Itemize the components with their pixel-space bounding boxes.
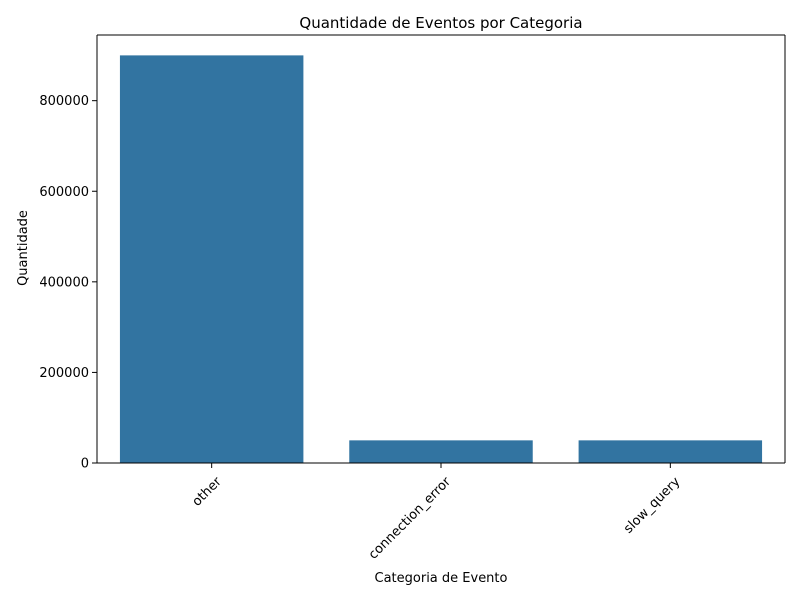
- x-axis-label: Categoria de Evento: [375, 571, 508, 586]
- plot-area: 0 200000 400000 600000 800000 other connection…: [39, 34, 786, 563]
- y-tick-label: 600000: [39, 185, 89, 200]
- y-tick-label: 400000: [39, 275, 89, 290]
- y-tick-label: 800000: [39, 94, 89, 109]
- x-tick-label-slow-query: slow_query: [621, 474, 683, 536]
- x-tick-label-connection-error: connection_error: [366, 474, 455, 563]
- y-tick-label: 200000: [39, 366, 89, 381]
- bar-slow-query: [578, 440, 763, 463]
- chart-title: Quantidade de Eventos por Categoria: [299, 14, 582, 32]
- y-axis-label: Quantidade: [16, 210, 31, 286]
- bar-other: [119, 55, 304, 463]
- x-tick-label-other: other: [190, 474, 226, 510]
- y-tick-label: 0: [81, 457, 89, 472]
- bar-connection-error: [349, 440, 533, 463]
